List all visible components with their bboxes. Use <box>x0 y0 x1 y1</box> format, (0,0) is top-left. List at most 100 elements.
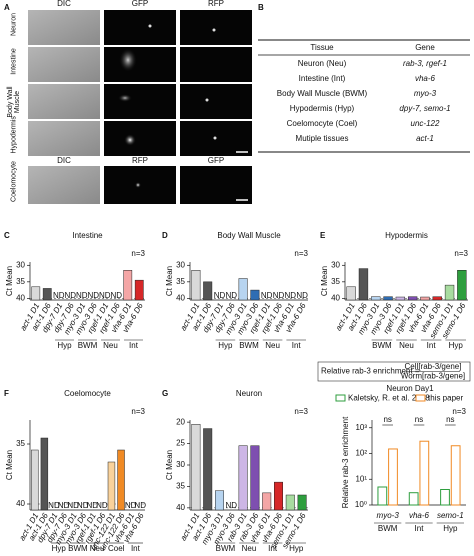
group-label: Hyp <box>57 341 72 350</box>
group-label: Coel <box>108 544 125 553</box>
group-label: Hyp <box>449 341 464 350</box>
y-tick-label: 30 <box>16 260 25 269</box>
bar <box>388 448 398 506</box>
group-label: Hyp <box>52 544 67 553</box>
y-tick-label: 20 <box>176 417 185 426</box>
value-label: ND <box>99 291 111 300</box>
bar <box>395 296 406 301</box>
y-axis-label: Ct Mean <box>320 266 329 296</box>
y-tick-label: 10¹ <box>355 474 367 483</box>
group-label: Hyp <box>218 341 233 350</box>
group-label: BWM <box>372 341 392 350</box>
y-tick-label: 10³ <box>355 423 367 432</box>
bar <box>191 424 201 511</box>
y-tick-label: 35 <box>16 277 25 286</box>
bar <box>250 289 260 301</box>
signal <box>205 98 209 102</box>
micrograph <box>180 166 252 204</box>
x-tick-label: semo-1 <box>437 511 464 520</box>
row-label: Body Wall Muscle <box>7 85 21 118</box>
group-label: Neu <box>90 544 105 553</box>
panel-letter: A <box>4 3 10 12</box>
table-cell: vha-6 <box>415 74 436 83</box>
value-label: ND <box>64 291 76 300</box>
column-header: DIC <box>57 0 71 8</box>
row-label: Intestine <box>10 47 18 75</box>
table-cell: Mutiple tissues <box>296 134 349 143</box>
panel-letter: D <box>162 231 168 240</box>
formula-box <box>317 361 471 382</box>
group-label: Int <box>129 341 139 350</box>
bar <box>238 278 248 301</box>
bar <box>42 288 52 301</box>
bar <box>215 490 224 511</box>
bar <box>450 445 461 506</box>
row-label: Hypodermis <box>10 115 18 153</box>
legend-label: this paper <box>428 394 463 403</box>
micrograph <box>180 10 252 45</box>
group-label: Neu <box>265 341 280 350</box>
column-header: DIC <box>57 156 71 165</box>
micrograph <box>28 121 100 156</box>
y-tick-label: 40 <box>331 293 340 302</box>
y-axis-label: Relative rab-3 enrichment <box>341 416 350 508</box>
group-label: Neu <box>242 544 257 553</box>
bar <box>407 296 418 301</box>
y-tick-label: 30 <box>331 260 340 269</box>
group-label: Int <box>268 544 278 553</box>
panel-letter: C <box>4 231 10 240</box>
group-label: BWM <box>68 544 88 553</box>
bar <box>274 481 283 511</box>
row-label: Coelomocyte <box>10 161 18 202</box>
annotation: n=3 <box>131 249 145 258</box>
signal <box>119 48 137 72</box>
bar <box>457 270 467 301</box>
comparison-label: ns <box>415 415 423 424</box>
value-label: ND <box>76 291 88 300</box>
legend-swatch <box>415 394 426 402</box>
table-cell: rab-3, rgef-1 <box>403 59 447 68</box>
value-label: ND <box>48 501 60 510</box>
bar <box>440 488 450 506</box>
group-label: Neu <box>399 341 414 350</box>
value-label: ND <box>214 291 226 300</box>
group-label: Int <box>415 524 425 533</box>
annotation: n=3 <box>294 249 308 258</box>
y-tick-label: 40 <box>176 503 185 512</box>
value-label: ND <box>77 501 89 510</box>
panel-letter: F <box>4 389 9 398</box>
y-axis-label: Ct Mean <box>5 266 14 296</box>
table-cell: myo-3 <box>414 89 437 98</box>
micrograph <box>28 84 100 119</box>
bar <box>31 286 41 301</box>
table-cell: Hypodermis (Hyp) <box>290 104 355 113</box>
bar <box>40 437 49 511</box>
formula: Cell[rab-3/gene] <box>405 362 462 371</box>
micrograph <box>28 166 100 204</box>
signal <box>212 28 216 32</box>
group-label: Neu <box>103 341 118 350</box>
group-label: Hyp <box>443 524 458 533</box>
value-label: ND <box>67 501 79 510</box>
bar <box>432 296 442 301</box>
value-label: ND <box>226 291 238 300</box>
micrograph <box>180 47 252 82</box>
y-tick-label: 35 <box>176 277 185 286</box>
value-label: ND <box>87 501 99 510</box>
micrographs <box>28 10 252 204</box>
column-header: GFP <box>208 156 224 165</box>
y-tick-label: 40 <box>176 293 185 302</box>
group-label: BWM <box>239 341 259 350</box>
micrograph <box>104 121 176 156</box>
micrograph <box>28 10 100 45</box>
annotation: n=3 <box>454 249 468 258</box>
y-tick-label: 40 <box>16 293 25 302</box>
value-label: ND <box>226 501 238 510</box>
signal <box>124 134 136 146</box>
value-label: ND <box>96 501 108 510</box>
annotation: n=3 <box>294 407 308 416</box>
value-label: ND <box>296 291 308 300</box>
group-label: Int <box>292 341 302 350</box>
table-header: Gene <box>415 43 435 52</box>
